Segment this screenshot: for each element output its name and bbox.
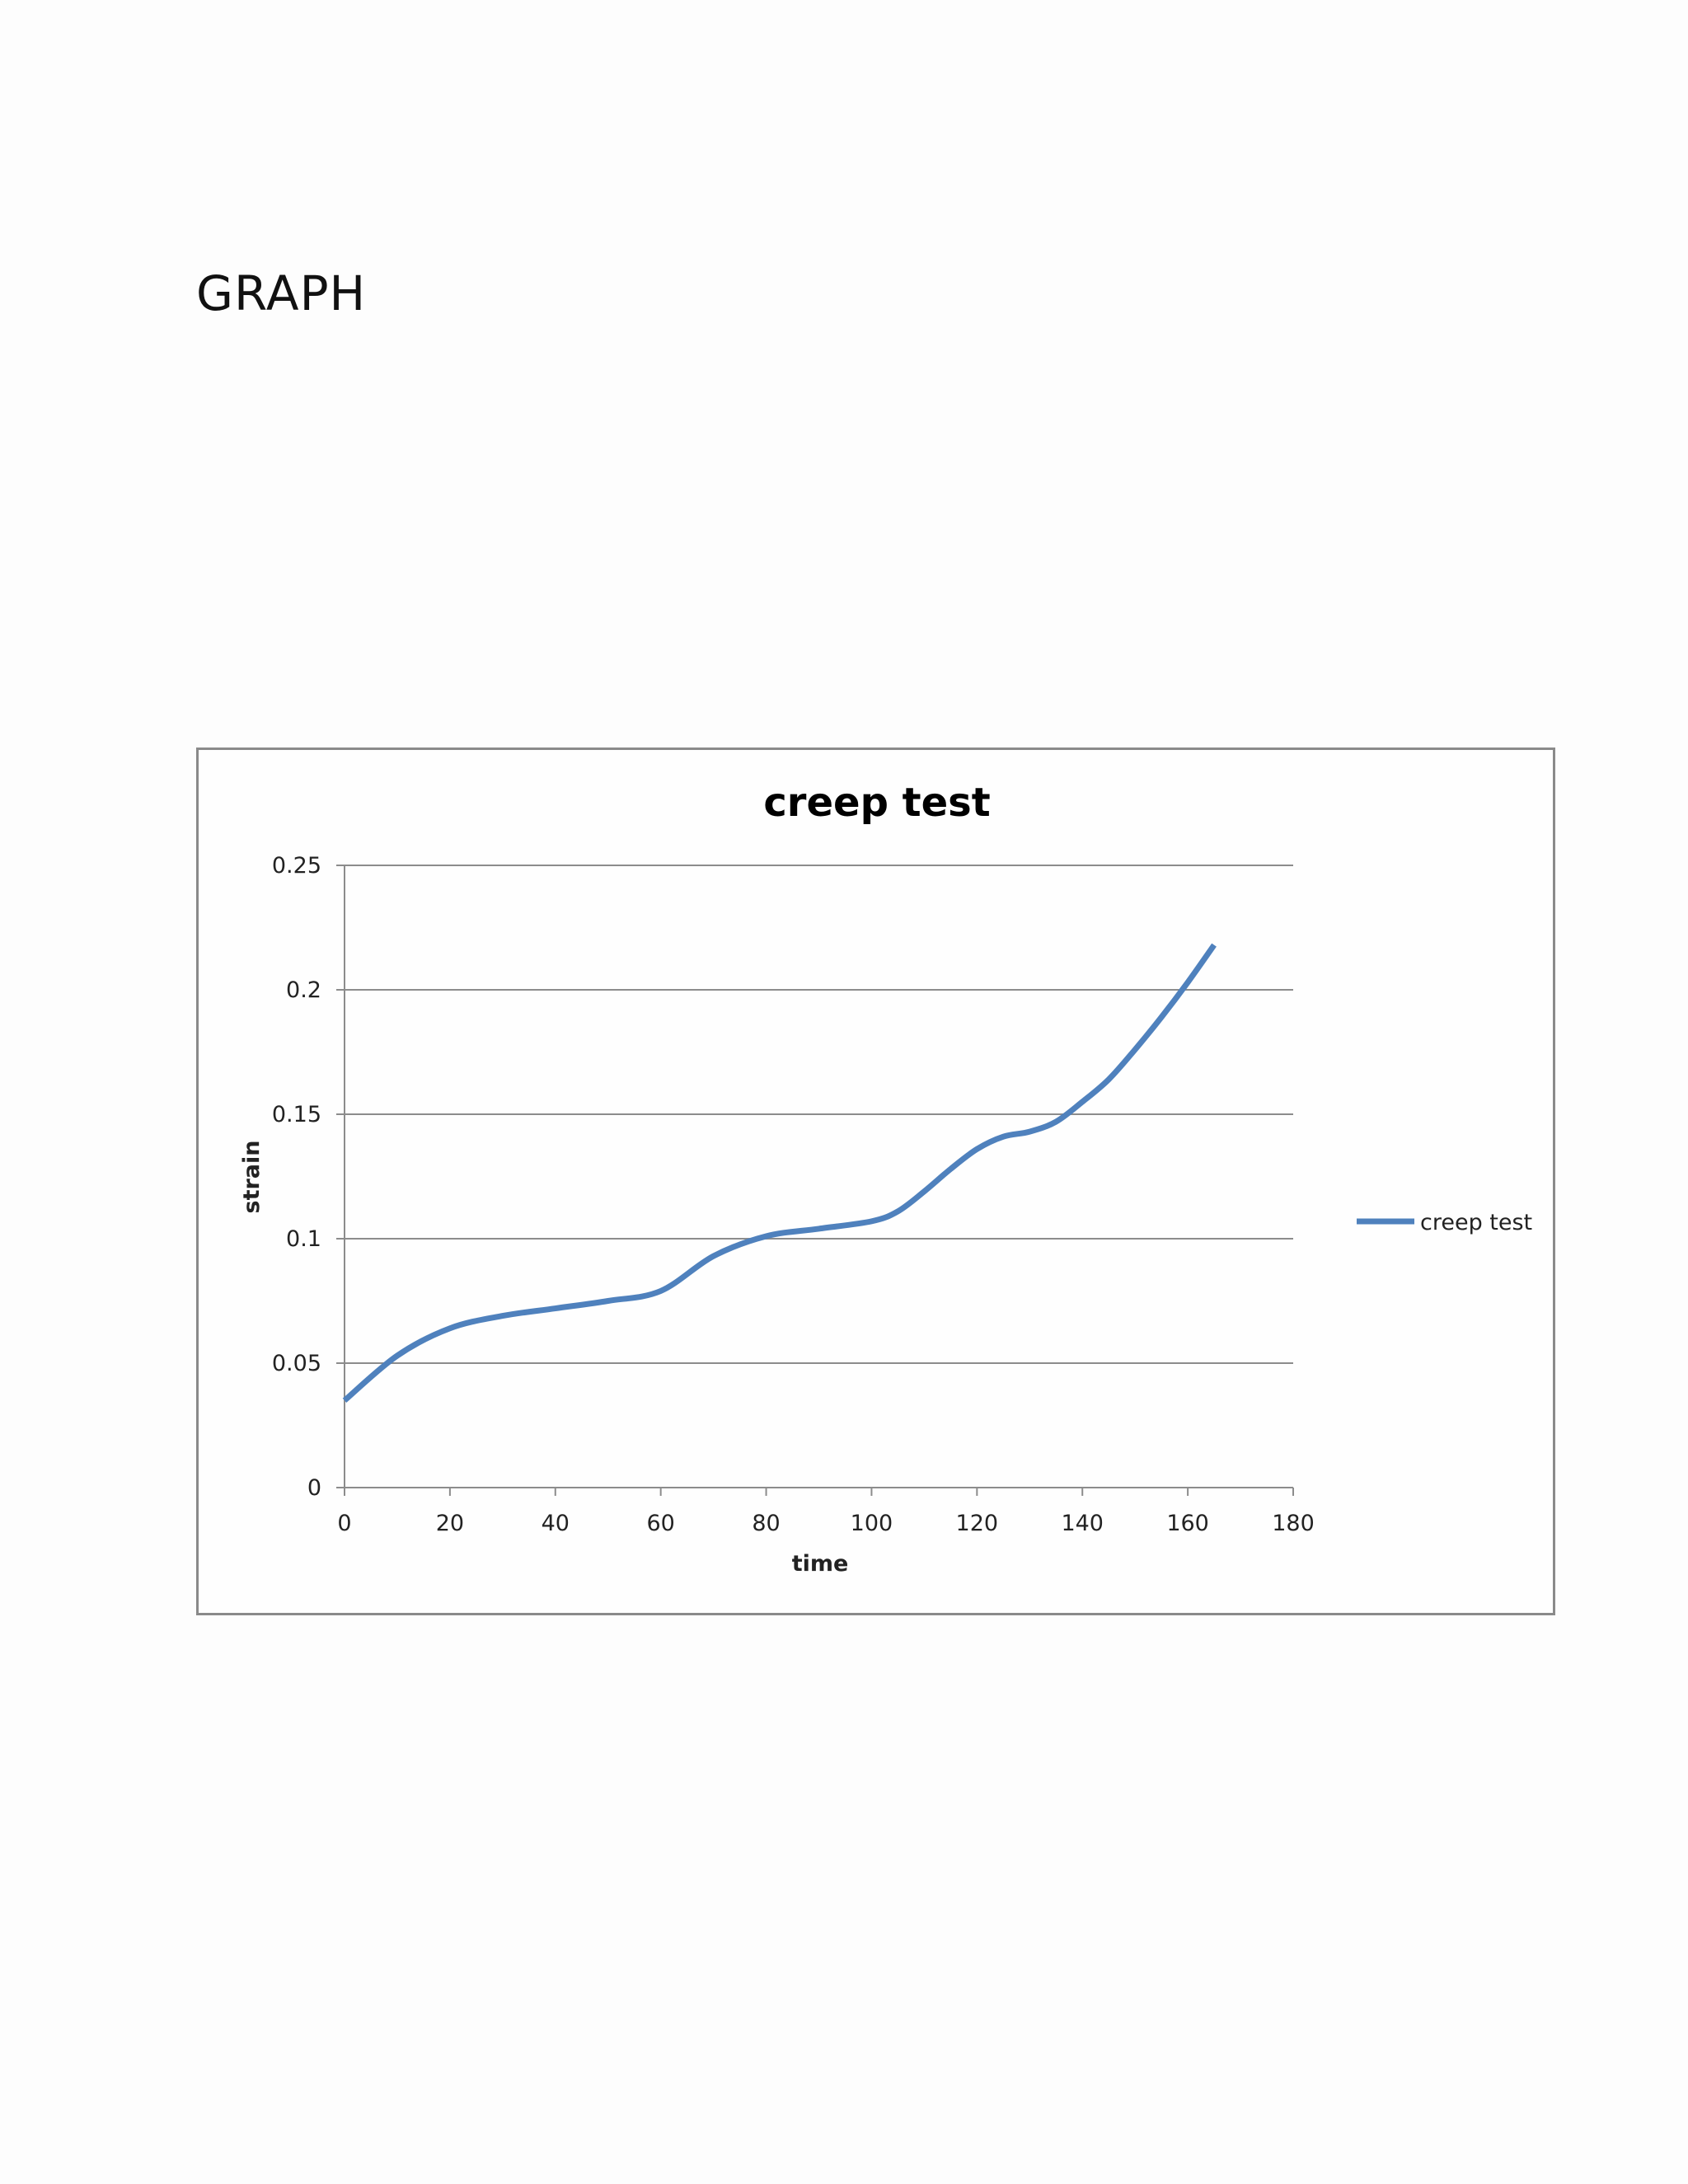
y-tick-label-1: 0.05: [272, 1351, 321, 1376]
x-tick-label-2: 40: [542, 1511, 570, 1536]
x-tick-label-1: 20: [436, 1511, 464, 1536]
series-line-0: [342, 943, 1217, 1403]
x-tick-label-6: 120: [956, 1511, 999, 1536]
chart-area: creep test 0 0.05 0.1 0.15 0.2 0.25 0 20 40 60 80 1…: [196, 748, 1555, 1615]
axes: [336, 865, 1294, 1496]
x-tick-label-7: 140: [1061, 1511, 1104, 1536]
x-tick-label-3: 60: [646, 1511, 674, 1536]
legend-label: creep test: [1420, 1210, 1532, 1235]
x-tick-label-9: 180: [1272, 1511, 1315, 1536]
chart-svg: creep test 0 0.05 0.1 0.15 0.2 0.25 0 20 40 60 80 1…: [239, 780, 1532, 1577]
y-tick-label-4: 0.2: [286, 977, 321, 1003]
y-tick-label-3: 0.15: [272, 1102, 321, 1127]
y-tick-label-0: 0: [307, 1475, 321, 1501]
x-tick-label-5: 100: [851, 1511, 893, 1536]
page-heading: GRAPH: [196, 265, 367, 321]
gridlines: [345, 865, 1293, 1364]
series-layer: [342, 943, 1217, 1403]
x-tick-label-4: 80: [752, 1511, 780, 1536]
x-tick-label-0: 0: [337, 1511, 351, 1536]
chart-title: creep test: [763, 780, 990, 826]
y-tick-label-5: 0.25: [272, 853, 321, 879]
x-tick-label-8: 160: [1166, 1511, 1209, 1536]
legend: creep test: [1357, 1210, 1532, 1235]
y-tick-label-2: 0.1: [286, 1226, 321, 1252]
y-axis-title: strain: [239, 1141, 265, 1214]
x-axis-title: time: [792, 1551, 849, 1577]
tick-labels: 0 0.05 0.1 0.15 0.2 0.25 0 20 40 60 80 100 120 140 160…: [272, 853, 1315, 1536]
